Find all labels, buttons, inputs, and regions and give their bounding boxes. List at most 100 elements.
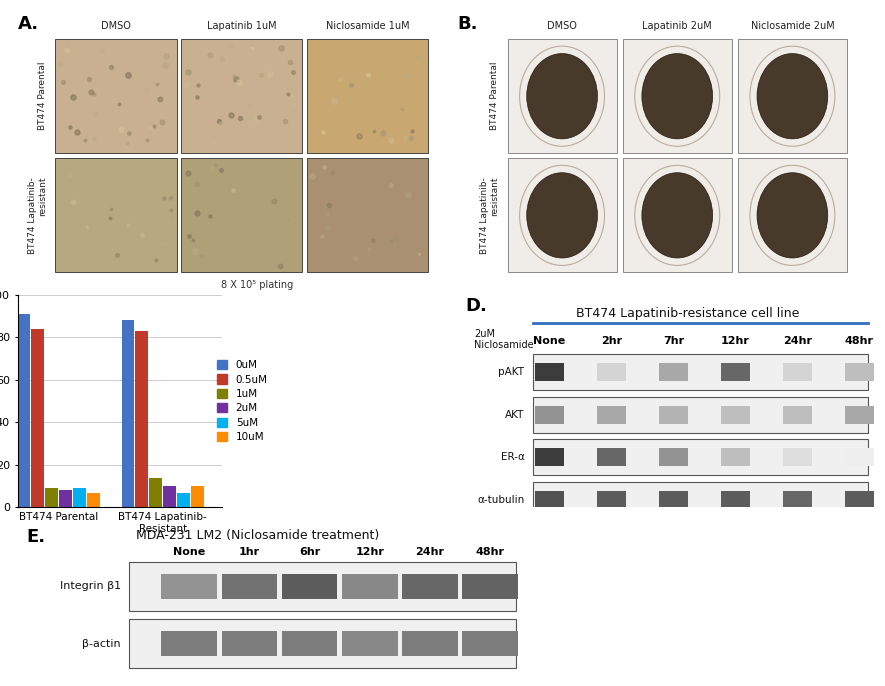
Text: MDA-231 LM2 (Niclosamide treatment): MDA-231 LM2 (Niclosamide treatment) xyxy=(136,529,380,542)
Bar xyxy=(535,491,564,509)
Text: BT474 Lapatinib-
resistant: BT474 Lapatinib- resistant xyxy=(27,177,47,254)
Text: 7hr: 7hr xyxy=(663,336,684,346)
Text: Integrin β1: Integrin β1 xyxy=(59,581,120,591)
Bar xyxy=(508,39,617,153)
Text: Niclosamide 1uM: Niclosamide 1uM xyxy=(326,21,409,32)
Text: E.: E. xyxy=(27,528,45,545)
Bar xyxy=(462,574,518,599)
Bar xyxy=(135,331,149,508)
Bar xyxy=(782,406,812,424)
Text: Niclosamide 2uM: Niclosamide 2uM xyxy=(750,21,835,32)
Ellipse shape xyxy=(642,173,712,258)
Bar xyxy=(402,574,458,599)
Bar xyxy=(720,406,750,424)
Text: 6hr: 6hr xyxy=(299,547,320,557)
Text: 2uM
Niclosamide: 2uM Niclosamide xyxy=(474,329,534,350)
Text: 1hr: 1hr xyxy=(239,547,260,557)
Text: 24hr: 24hr xyxy=(415,547,444,557)
Bar xyxy=(150,477,162,508)
Bar xyxy=(462,631,518,656)
Bar xyxy=(402,631,458,656)
Bar xyxy=(535,449,564,466)
Bar xyxy=(533,397,868,433)
Bar xyxy=(533,439,868,475)
Bar xyxy=(281,631,337,656)
Bar xyxy=(720,491,750,509)
Ellipse shape xyxy=(642,54,712,139)
Ellipse shape xyxy=(757,173,827,258)
Text: 48hr: 48hr xyxy=(845,336,873,346)
Bar xyxy=(782,364,812,381)
Text: 12hr: 12hr xyxy=(721,336,750,346)
Text: None: None xyxy=(534,336,566,346)
Bar xyxy=(177,493,190,508)
Bar xyxy=(221,631,277,656)
Text: 12hr: 12hr xyxy=(355,547,384,557)
Bar xyxy=(535,364,564,381)
Bar xyxy=(596,449,627,466)
Bar xyxy=(161,574,218,599)
Bar xyxy=(56,39,177,153)
Bar xyxy=(596,491,627,509)
Text: C.: C. xyxy=(0,278,1,296)
Text: BT474 Parental: BT474 Parental xyxy=(490,62,499,130)
Bar xyxy=(658,449,689,466)
Bar xyxy=(720,364,750,381)
Text: 48hr: 48hr xyxy=(475,547,504,557)
Bar xyxy=(56,158,177,272)
Text: 24hr: 24hr xyxy=(783,336,812,346)
Text: A.: A. xyxy=(18,15,39,33)
Bar xyxy=(59,490,72,508)
Bar xyxy=(845,449,874,466)
Bar xyxy=(31,329,44,508)
Text: BT474 Parental: BT474 Parental xyxy=(38,62,47,130)
Text: Lapatinib 1uM: Lapatinib 1uM xyxy=(207,21,276,32)
Text: 2hr: 2hr xyxy=(601,336,622,346)
Text: B.: B. xyxy=(458,15,478,33)
Bar xyxy=(782,491,812,509)
Text: β-actin: β-actin xyxy=(82,639,120,648)
Bar xyxy=(164,486,176,508)
Bar xyxy=(738,158,847,272)
Bar xyxy=(306,39,428,153)
Text: DMSO: DMSO xyxy=(547,21,577,32)
Text: None: None xyxy=(173,547,205,557)
Text: AKT: AKT xyxy=(505,410,525,420)
Bar xyxy=(73,488,86,508)
Text: pAKT: pAKT xyxy=(498,367,525,377)
Bar xyxy=(121,320,135,508)
Bar xyxy=(191,486,204,508)
Bar xyxy=(306,158,428,272)
Bar xyxy=(45,488,58,508)
Bar xyxy=(845,491,874,509)
Bar xyxy=(221,574,277,599)
Bar xyxy=(596,406,627,424)
Text: DMSO: DMSO xyxy=(101,21,131,32)
Bar xyxy=(342,574,397,599)
Bar xyxy=(129,562,516,611)
Text: BT474 Lapatinib-
resistant: BT474 Lapatinib- resistant xyxy=(480,177,499,254)
Bar xyxy=(845,364,874,381)
Bar xyxy=(181,158,303,272)
Bar xyxy=(845,406,874,424)
Bar xyxy=(658,406,689,424)
Bar xyxy=(508,158,617,272)
Ellipse shape xyxy=(527,173,597,258)
Text: 8 X 10⁵ plating: 8 X 10⁵ plating xyxy=(221,280,294,289)
Bar xyxy=(782,449,812,466)
Bar xyxy=(342,631,397,656)
Text: D.: D. xyxy=(466,297,488,315)
Text: ER-α: ER-α xyxy=(501,452,525,462)
Ellipse shape xyxy=(527,54,597,139)
Bar xyxy=(17,314,30,508)
Text: BT474 Lapatinib-resistance cell line: BT474 Lapatinib-resistance cell line xyxy=(576,307,799,320)
Bar xyxy=(623,158,732,272)
Bar xyxy=(161,631,218,656)
Legend: 0uM, 0.5uM, 1uM, 2uM, 5uM, 10uM: 0uM, 0.5uM, 1uM, 2uM, 5uM, 10uM xyxy=(217,360,268,442)
Bar xyxy=(87,493,99,508)
Bar xyxy=(596,364,627,381)
Bar xyxy=(658,491,689,509)
Bar xyxy=(720,449,750,466)
Bar xyxy=(281,574,337,599)
Text: Lapatinib 2uM: Lapatinib 2uM xyxy=(643,21,712,32)
